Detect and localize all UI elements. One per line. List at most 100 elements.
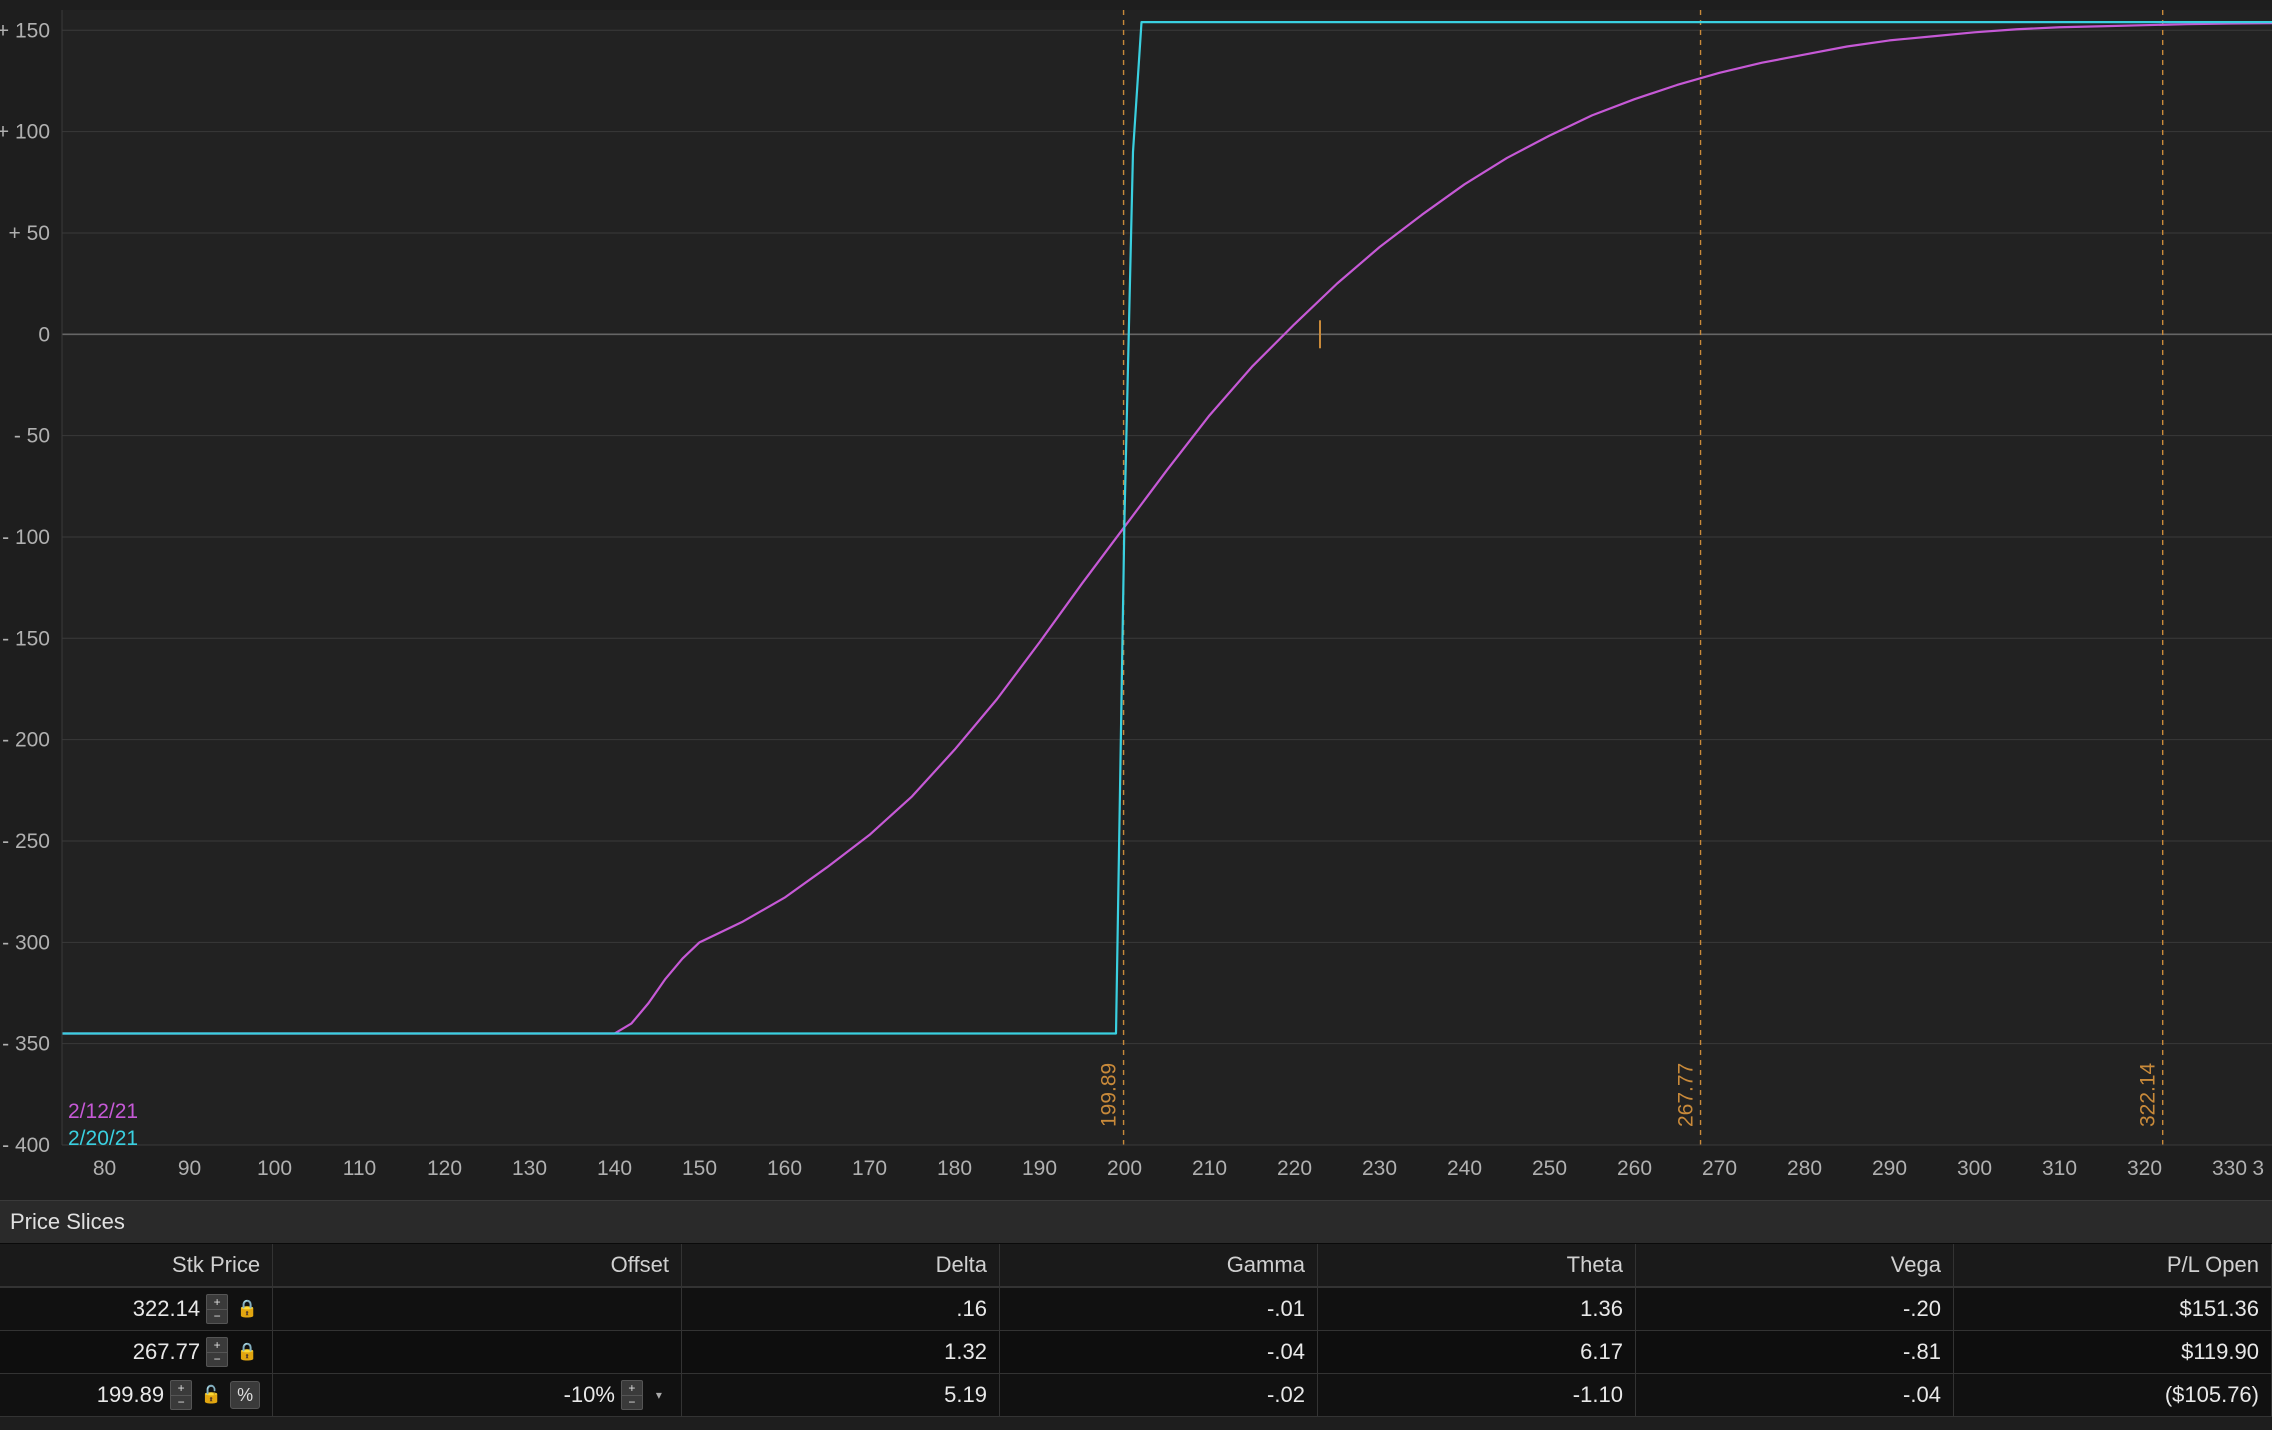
- legend-label-1: 2/20/21: [68, 1127, 138, 1150]
- svg-text:120: 120: [427, 1157, 462, 1180]
- gamma-value: -.01: [1267, 1296, 1305, 1321]
- svg-text:320: 320: [2127, 1157, 2162, 1180]
- svg-text:240: 240: [1447, 1157, 1482, 1180]
- legend-label-0: 2/12/21: [68, 1100, 138, 1123]
- price-slices-header: Price Slices: [0, 1200, 2272, 1244]
- lock-icon[interactable]: 🔒: [234, 1296, 260, 1322]
- theta-cell: -1.10: [1317, 1374, 1635, 1417]
- price-slices-table: Stk PriceOffsetDeltaGammaThetaVegaP/L Op…: [0, 1244, 2272, 1417]
- gamma-cell: -.04: [999, 1331, 1317, 1374]
- stk-price-value: 322.14: [133, 1296, 200, 1322]
- svg-text:100: 100: [257, 1157, 292, 1180]
- risk-profile-chart[interactable]: - 400 - 350 - 300 - 250 - 200 - 150 - 100 - 50 0…: [0, 0, 2272, 1200]
- theta-value: -1.10: [1573, 1382, 1623, 1407]
- column-header-vega[interactable]: Vega: [1635, 1244, 1953, 1287]
- stk-price-value: 199.89: [97, 1382, 164, 1408]
- svg-text:- 100: - 100: [2, 526, 50, 549]
- step-down-icon[interactable]: −: [171, 1396, 191, 1410]
- step-down-icon[interactable]: −: [207, 1310, 227, 1324]
- offset-stepper[interactable]: +−: [621, 1380, 643, 1410]
- column-header-theta[interactable]: Theta: [1317, 1244, 1635, 1287]
- svg-text:330: 330: [2212, 1157, 2247, 1180]
- svg-text:+ 150: + 150: [0, 19, 50, 42]
- step-down-icon[interactable]: −: [207, 1353, 227, 1367]
- column-header-p-l-open[interactable]: P/L Open: [1953, 1244, 2271, 1287]
- svg-text:90: 90: [178, 1157, 201, 1180]
- column-header-gamma[interactable]: Gamma: [999, 1244, 1317, 1287]
- gamma-value: -.02: [1267, 1382, 1305, 1407]
- delta-cell: 1.32: [681, 1331, 999, 1374]
- table-row: 322.14 +− 🔒 .16 -.01 1.36 -.20 $151.36: [0, 1287, 2272, 1331]
- step-up-icon[interactable]: +: [207, 1338, 227, 1353]
- svg-text:110: 110: [343, 1157, 376, 1180]
- delta-value: 1.32: [944, 1339, 987, 1364]
- lock-icon[interactable]: 🔒: [234, 1339, 260, 1365]
- column-header-offset[interactable]: Offset: [273, 1244, 682, 1287]
- offset-value: -10%: [564, 1382, 615, 1408]
- gamma-cell: -.01: [999, 1287, 1317, 1331]
- svg-text:220: 220: [1277, 1157, 1312, 1180]
- delta-value: 5.19: [944, 1382, 987, 1407]
- vega-value: -.81: [1903, 1339, 1941, 1364]
- offset-dropdown-icon[interactable]: ▾: [649, 1388, 669, 1402]
- delta-cell: 5.19: [681, 1374, 999, 1417]
- svg-text:- 300: - 300: [2, 931, 50, 954]
- svg-text:- 150: - 150: [2, 627, 50, 650]
- pl_open-value: $151.36: [2179, 1296, 2259, 1321]
- svg-text:290: 290: [1872, 1157, 1907, 1180]
- stk-price-stepper[interactable]: +−: [170, 1380, 192, 1410]
- delta-value: .16: [956, 1296, 987, 1321]
- vega-value: -.04: [1903, 1382, 1941, 1407]
- step-up-icon[interactable]: +: [622, 1381, 642, 1396]
- svg-text:210: 210: [1192, 1157, 1227, 1180]
- delta-cell: .16: [681, 1287, 999, 1331]
- svg-text:- 350: - 350: [2, 1033, 50, 1056]
- price-slices-title: Price Slices: [10, 1209, 125, 1234]
- svg-text:160: 160: [767, 1157, 802, 1180]
- theta-cell: 6.17: [1317, 1331, 1635, 1374]
- vega-cell: -.20: [1635, 1287, 1953, 1331]
- svg-text:260: 260: [1617, 1157, 1652, 1180]
- pl_open-value: $119.90: [2181, 1339, 2259, 1364]
- svg-text:190: 190: [1022, 1157, 1057, 1180]
- svg-text:170: 170: [852, 1157, 887, 1180]
- chart-legend: 2/12/21 2/20/21: [68, 1098, 138, 1153]
- pl_open-cell: $119.90: [1953, 1331, 2271, 1374]
- stk-price-stepper[interactable]: +−: [206, 1294, 228, 1324]
- svg-text:300: 300: [1957, 1157, 1992, 1180]
- unlock-icon[interactable]: 🔓: [198, 1382, 224, 1408]
- svg-text:- 250: - 250: [2, 830, 50, 853]
- legend-item-1[interactable]: 2/20/21: [68, 1125, 138, 1152]
- svg-text:- 50: - 50: [14, 425, 50, 448]
- svg-text:- 400: - 400: [2, 1134, 50, 1157]
- svg-text:180: 180: [937, 1157, 972, 1180]
- pl_open-cell: ($105.76): [1953, 1374, 2271, 1417]
- svg-text:130: 130: [512, 1157, 547, 1180]
- svg-text:250: 250: [1532, 1157, 1567, 1180]
- svg-text:322.14: 322.14: [2137, 1062, 2160, 1127]
- vega-cell: -.81: [1635, 1331, 1953, 1374]
- step-up-icon[interactable]: +: [207, 1295, 227, 1310]
- theta-value: 1.36: [1580, 1296, 1623, 1321]
- svg-text:140: 140: [597, 1157, 632, 1180]
- step-down-icon[interactable]: −: [622, 1396, 642, 1410]
- theta-value: 6.17: [1580, 1339, 1623, 1364]
- percent-mode-button[interactable]: %: [230, 1381, 260, 1409]
- column-header-delta[interactable]: Delta: [681, 1244, 999, 1287]
- svg-text:267.77: 267.77: [1675, 1063, 1698, 1127]
- vega-value: -.20: [1903, 1296, 1941, 1321]
- table-row: 199.89 +− 🔓 % -10% +− ▾ 5.19-.02-1.10-.0…: [0, 1374, 2272, 1417]
- svg-text:+ 50: + 50: [9, 222, 50, 245]
- legend-item-0[interactable]: 2/12/21: [68, 1098, 138, 1125]
- svg-text:230: 230: [1362, 1157, 1397, 1180]
- pl_open-value: ($105.76): [2165, 1382, 2259, 1407]
- svg-text:- 200: - 200: [2, 729, 50, 752]
- step-up-icon[interactable]: +: [171, 1381, 191, 1396]
- svg-text:3: 3: [2252, 1157, 2264, 1180]
- table-row: 267.77 +− 🔒 1.32-.046.17-.81$119.90: [0, 1331, 2272, 1374]
- gamma-value: -.04: [1267, 1339, 1305, 1364]
- column-header-stk-price[interactable]: Stk Price: [0, 1244, 273, 1287]
- svg-text:270: 270: [1702, 1157, 1737, 1180]
- stk-price-stepper[interactable]: +−: [206, 1337, 228, 1367]
- svg-text:0: 0: [38, 323, 50, 346]
